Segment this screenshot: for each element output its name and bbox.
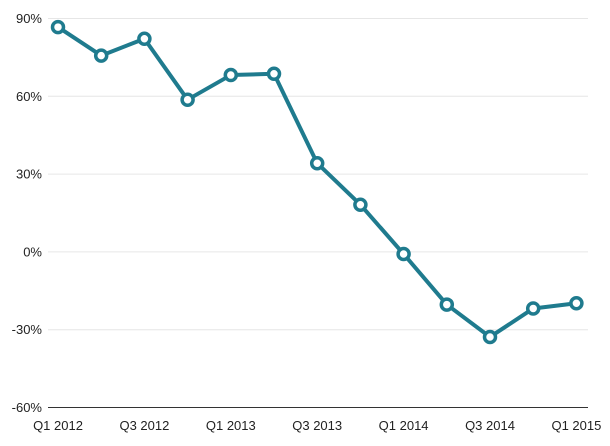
data-point	[180, 92, 195, 107]
data-point	[482, 329, 498, 345]
data-point	[50, 19, 66, 35]
series-layer	[50, 19, 584, 345]
x-tick-label: Q1 2012	[33, 418, 83, 433]
y-tick-label: 0%	[23, 244, 42, 259]
x-axis-tick-labels: Q1 2012 Q3 2012 Q1 2013 Q3 2013 Q1 2014 Q3 20…	[33, 418, 601, 433]
series-line	[56, 25, 579, 339]
y-tick-label: 30%	[16, 167, 42, 182]
data-point	[569, 296, 584, 311]
data-point	[223, 67, 239, 83]
x-tick-label: Q3 2014	[465, 418, 515, 433]
x-tick-label: Q1 2014	[379, 418, 429, 433]
data-point	[266, 66, 282, 82]
data-point	[439, 297, 455, 312]
data-point	[137, 31, 152, 46]
y-tick-label: -60%	[12, 400, 43, 415]
y-tick-label: 60%	[16, 89, 42, 104]
data-point	[93, 48, 109, 63]
data-point	[353, 197, 368, 212]
gridlines	[48, 18, 588, 331]
x-tick-label: Q1 2013	[206, 418, 256, 433]
x-tick-label: Q3 2012	[119, 418, 169, 433]
x-tick-label: Q1 2015	[551, 418, 601, 433]
data-point	[525, 301, 541, 316]
y-axis-tick-labels: -60% -30% 0% 30% 60% 90%	[12, 11, 43, 415]
y-tick-label: 90%	[16, 11, 42, 26]
y-tick-label: -30%	[12, 322, 43, 337]
x-tick-label: Q3 2013	[292, 418, 342, 433]
data-point	[396, 246, 411, 262]
data-point	[309, 155, 325, 171]
